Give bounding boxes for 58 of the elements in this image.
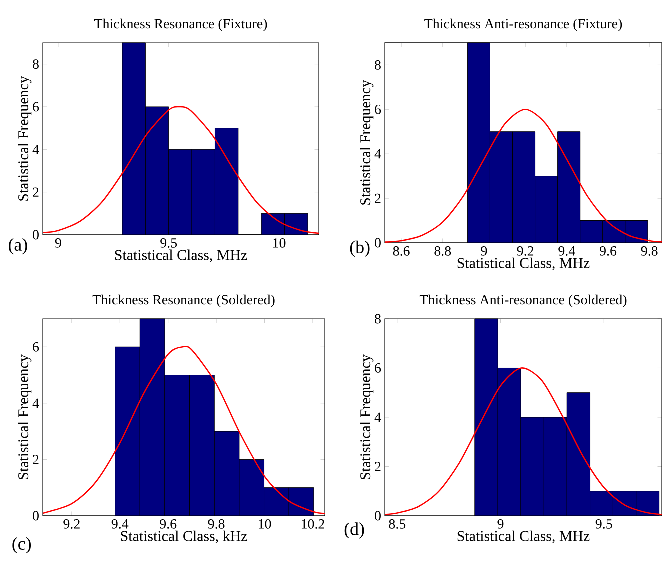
text: (b)	[350, 240, 370, 258]
x-tick-label: 8.6	[393, 246, 410, 256]
y-tick-label: 0	[375, 511, 381, 521]
x-tick-label: 8.5	[389, 520, 406, 529]
y-tick-label: 0	[33, 511, 39, 521]
y-axis-title: Statistical Frequency	[18, 354, 32, 480]
y-tick-label: 6	[375, 364, 382, 373]
line-series	[42, 106, 320, 234]
x-tick-label: 9.5	[596, 520, 612, 529]
y-tick-label: 6	[33, 342, 40, 352]
x-tick-label: 9.6	[600, 246, 617, 256]
chart-title: Thickness Resonance (Fixture)	[94, 18, 268, 32]
y-tick-label: 6	[375, 104, 382, 114]
x-tick-label: 8.8	[434, 246, 452, 256]
y-tick-label: 4	[32, 145, 40, 154]
x-tick-label: 10	[258, 520, 272, 529]
x-tick-label: 9.5	[160, 238, 178, 248]
line-series	[42, 346, 326, 514]
x-axis-title: Statistical Class, MHz	[458, 530, 590, 544]
y-tick-label: 6	[33, 102, 40, 112]
x-tick-label: 9.6	[160, 520, 177, 529]
y-tick-label: 2	[33, 455, 39, 464]
line-series	[384, 368, 663, 516]
y-tick-label: 2	[375, 462, 381, 472]
x-axis-title: Statistical Class, MHz	[458, 258, 590, 270]
y-tick-label: 4	[374, 412, 382, 422]
y-tick-label: 8	[375, 314, 381, 324]
y-tick-label: 2	[375, 194, 381, 204]
x-axis-title: Statistical Class, kHz	[121, 530, 248, 544]
x-axis-title: Statistical Class, MHz	[115, 250, 248, 262]
text: (a)	[9, 238, 28, 255]
y-axis-title: Statistical Frequency	[18, 76, 32, 201]
x-tick-label: 9	[55, 238, 62, 248]
x-tick-label: 9.4	[558, 246, 576, 256]
x-tick-label: 9	[498, 520, 504, 529]
y-tick-label: 2	[33, 188, 39, 197]
x-tick-label: 9.2	[64, 520, 80, 529]
y-axis-title: Statistical Frequency	[360, 354, 374, 480]
y-tick-label: 4	[374, 149, 382, 159]
line-series	[384, 109, 663, 243]
chart-title: Thickness Anti-resonance (Fixture)	[424, 18, 622, 32]
chart-title: Thickness Anti-resonance (Soldered)	[420, 294, 627, 308]
y-axis-title: Statistical Frequency	[360, 80, 374, 205]
y-tick-label: 4	[32, 398, 40, 408]
x-tick-label: 9	[481, 246, 488, 256]
x-tick-label: 9.8	[641, 246, 658, 256]
y-tick-label: 0	[33, 230, 39, 240]
x-tick-label: 9.8	[208, 520, 225, 529]
x-tick-label: 9.4	[112, 520, 129, 529]
chart-title: Thickness Resonance (Soldered)	[92, 294, 275, 308]
x-tick-label: 9.2	[517, 246, 534, 256]
y-tick-label: 8	[33, 60, 39, 70]
text: (c)	[12, 537, 32, 554]
x-tick-label: 10.2	[302, 520, 324, 529]
x-tick-label: 10	[274, 238, 286, 248]
y-tick-label: 0	[375, 238, 381, 248]
text: (d)	[344, 522, 364, 539]
y-tick-label: 8	[375, 60, 381, 70]
